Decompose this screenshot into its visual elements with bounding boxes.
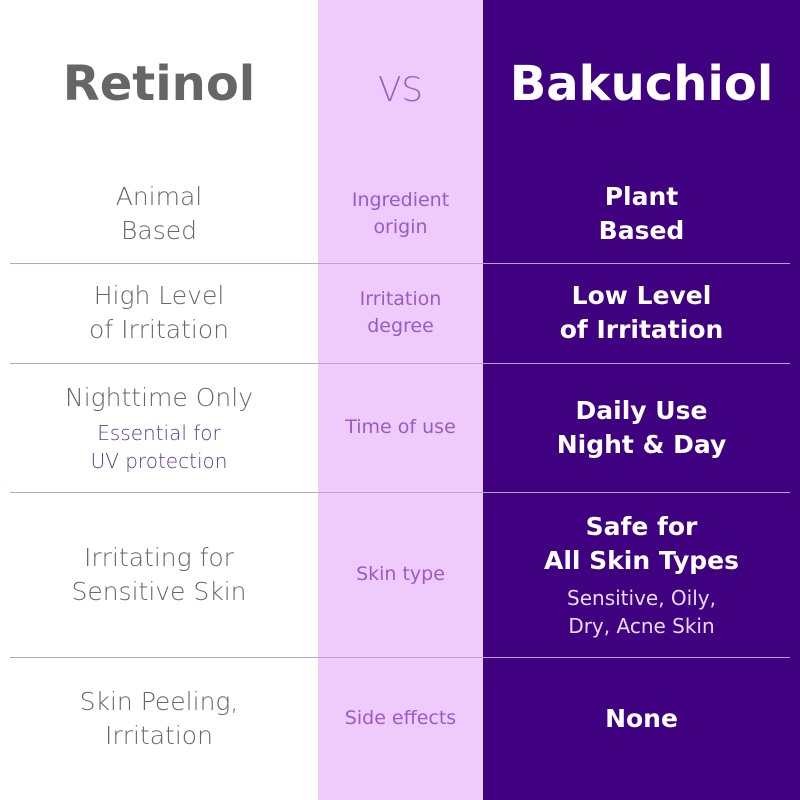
criterion-cell: Irritation degree xyxy=(318,263,483,363)
criterion-cell-text: Side effects xyxy=(344,707,457,729)
criterion-cell-text: Irritation degree xyxy=(359,288,442,337)
bakuchiol-cell-note: Sensitive, Oily, Dry, Acne Skin xyxy=(567,585,716,638)
criterion-cell: Side effects xyxy=(318,657,483,780)
criterion-cell-text: Time of use xyxy=(345,416,456,438)
vs-label: VS xyxy=(378,69,423,110)
retinol-cell-note: Essential for UV protection xyxy=(90,420,228,473)
retinol-cell-text: Animal Based xyxy=(115,182,203,245)
retinol-cell-text: Nighttime Only xyxy=(65,382,253,412)
retinol-title: Retinol xyxy=(62,56,256,112)
bakuchiol-cell-text: None xyxy=(605,703,678,733)
retinol-cell: Animal Based xyxy=(0,165,318,263)
retinol-cell: High Level of Irritation xyxy=(0,263,318,363)
criterion-cell: Ingredient origin xyxy=(318,165,483,263)
criterion-cell: Time of use xyxy=(318,363,483,492)
criterion-cell: Skin type xyxy=(318,492,483,657)
row-divider xyxy=(10,657,790,658)
criterion-cell-text: Ingredient origin xyxy=(351,189,450,238)
bakuchiol-cell: Daily Use Night & Day xyxy=(483,363,800,492)
bakuchiol-title: Bakuchiol xyxy=(509,56,774,112)
bakuchiol-cell: Plant Based xyxy=(483,165,800,263)
criteria-column xyxy=(318,0,483,800)
retinol-cell: Skin Peeling, Irritation xyxy=(0,657,318,780)
retinol-column xyxy=(0,0,318,800)
retinol-cell-text: High Level of Irritation xyxy=(89,281,229,344)
bakuchiol-cell: Low Level of Irritation xyxy=(483,263,800,363)
bakuchiol-cell-text: Low Level of Irritation xyxy=(559,281,724,344)
row-divider xyxy=(10,263,790,264)
bakuchiol-cell: Safe for All Skin Types Sensitive, Oily, … xyxy=(483,492,800,657)
criterion-cell-text: Skin type xyxy=(356,563,445,585)
retinol-cell: Irritating for Sensitive Skin xyxy=(0,492,318,657)
retinol-cell-text: Irritating for Sensitive Skin xyxy=(71,542,247,606)
retinol-cell: Nighttime Only Essential for UV protectio… xyxy=(0,363,318,492)
row-divider xyxy=(10,363,790,364)
bakuchiol-cell-text: Safe for All Skin Types xyxy=(543,511,739,575)
bakuchiol-cell: None xyxy=(483,657,800,780)
retinol-cell-text: Skin Peeling, Irritation xyxy=(79,686,239,750)
row-divider xyxy=(10,492,790,493)
bakuchiol-cell-text: Plant Based xyxy=(598,182,685,245)
bakuchiol-cell-text: Daily Use Night & Day xyxy=(556,395,727,459)
bakuchiol-column xyxy=(483,0,800,800)
